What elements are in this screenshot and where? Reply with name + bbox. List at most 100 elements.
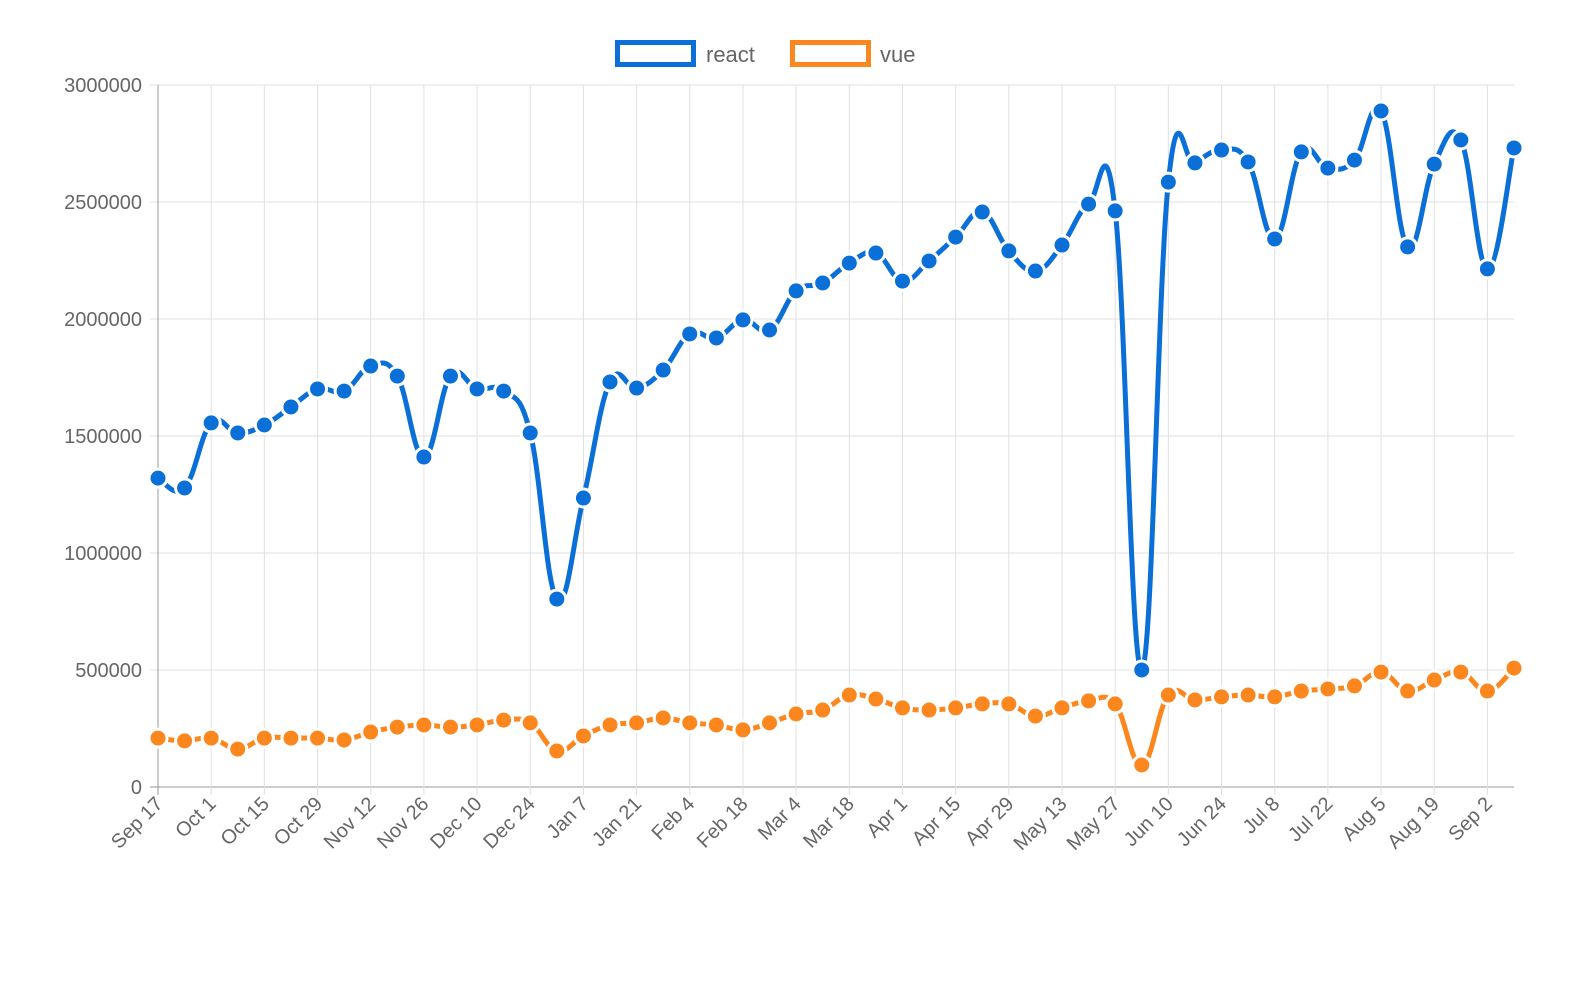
data-point-vue [413,714,435,736]
data-point-vue [519,712,541,734]
data-point-react [466,378,488,400]
data-point-vue [174,730,196,752]
data-point-react [1104,200,1126,222]
data-point-react [1237,151,1259,173]
data-point-vue [812,699,834,721]
data-point-react [945,226,967,248]
x-tick-label: May 27 [1063,793,1125,855]
x-tick-label: Oct 15 [217,793,274,850]
series-line-vue [157,666,1516,768]
data-point-react [1184,152,1206,174]
data-point-react [546,588,568,610]
data-point-vue [705,714,727,736]
y-tick-label: 2500000 [64,192,142,214]
data-point-vue [546,740,568,762]
x-tick-label: Mar 4 [754,793,806,845]
data-point-react [732,309,754,331]
data-point-vue [333,729,355,751]
data-point-react [1211,139,1233,161]
data-point-vue [998,693,1020,715]
data-point-react [174,477,196,499]
data-point-vue [1024,705,1046,727]
data-point-react [705,327,727,349]
data-point-react [413,446,435,468]
data-point-vue [253,727,275,749]
x-tick-label: Mar 18 [799,793,859,853]
y-tick-label: 1000000 [64,543,142,565]
data-point-react [147,467,169,489]
x-tick-label: Jan 7 [543,793,593,843]
data-point-react [1078,193,1100,215]
x-tick-label: Apr 1 [863,793,912,842]
data-point-vue [1450,661,1472,683]
data-point-react [1503,137,1525,159]
data-point-vue [147,727,169,749]
data-point-vue [1503,657,1525,679]
series-layer [147,100,1525,776]
data-point-react [1051,234,1073,256]
x-tick-label: Jun 10 [1120,793,1178,851]
legend-item-react[interactable]: react [615,40,755,67]
x-tick-label: Dec 10 [426,793,486,853]
x-tick-label: Jun 24 [1173,793,1231,851]
data-point-react [918,250,940,272]
data-point-vue [1423,669,1445,691]
data-point-vue [1264,686,1286,708]
y-tick-label: 2000000 [64,309,142,331]
data-point-vue [1343,675,1365,697]
data-point-react [1476,258,1498,280]
data-point-vue [493,709,515,731]
x-tick-label: Jan 21 [588,793,646,851]
data-point-react [1024,260,1046,282]
data-point-vue [759,712,781,734]
data-point-vue [1157,684,1179,706]
data-point-vue [1237,684,1259,706]
data-point-vue [439,716,461,738]
data-point-vue [307,727,329,749]
x-tick-label: Aug 19 [1383,793,1443,853]
data-point-vue [1476,680,1498,702]
data-point-react [572,487,594,509]
x-tick-label: Oct 1 [171,793,220,842]
legend-label-react: react [706,42,755,67]
x-tick-label: Feb 4 [648,793,700,845]
data-point-react [227,422,249,444]
x-tick-label: Jul 22 [1284,793,1337,846]
data-point-react [599,371,621,393]
x-tick-label: Nov 12 [320,793,380,853]
x-tick-label: Jul 8 [1239,793,1284,838]
legend-item-vue[interactable]: vue [790,40,916,67]
data-point-react [679,323,701,345]
x-tick-label: Sep 2 [1444,793,1497,846]
data-point-react [891,270,913,292]
data-point-vue [599,714,621,736]
data-point-react [1290,141,1312,163]
data-point-react [1450,129,1472,151]
data-point-react [1423,153,1445,175]
data-point-vue [227,738,249,760]
data-point-react [519,422,541,444]
data-point-react [360,355,382,377]
x-tick-label: Sep 17 [107,793,167,853]
data-point-react [812,272,834,294]
data-point-react [200,412,222,434]
data-point-react [1343,149,1365,171]
data-point-react [439,365,461,387]
data-point-vue [865,688,887,710]
data-point-react [386,365,408,387]
data-point-react [1157,171,1179,193]
data-point-vue [891,697,913,719]
x-tick-label: Feb 18 [693,793,753,853]
series-react [147,100,1525,681]
data-point-react [1397,236,1419,258]
y-tick-label: 3000000 [64,75,142,97]
data-point-vue [945,697,967,719]
series-line-react [156,105,1517,673]
series-vue [147,657,1525,776]
data-point-react [998,240,1020,262]
data-point-vue [280,727,302,749]
data-point-vue [626,712,648,734]
legend[interactable]: react vue [615,40,916,67]
x-tick-label: Dec 24 [479,793,539,853]
data-point-vue [679,712,701,734]
